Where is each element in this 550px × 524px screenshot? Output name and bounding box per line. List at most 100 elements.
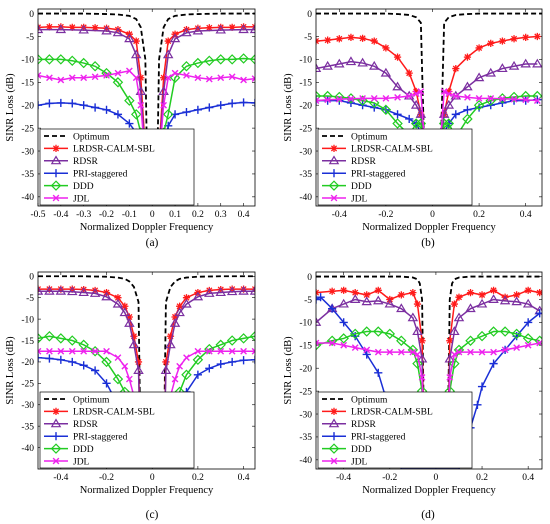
y-axis-label: SINR Loss (dB) [5, 336, 16, 405]
data-point [194, 347, 202, 355]
panel-caption: (b) [421, 237, 435, 249]
data-point [452, 64, 460, 73]
legend-box [39, 391, 195, 469]
legend-label: Optimum [351, 395, 388, 405]
data-point [239, 23, 248, 31]
data-point [204, 343, 215, 355]
data-point [160, 74, 168, 82]
data-point [166, 332, 175, 340]
data-point [164, 37, 172, 45]
data-point [181, 298, 192, 308]
data-point [335, 35, 343, 43]
data-point [91, 347, 99, 355]
data-point [501, 346, 509, 354]
data-point [101, 356, 112, 368]
y-tick-label: -5 [26, 294, 34, 304]
data-point [216, 101, 225, 110]
plot-frame [37, 8, 256, 207]
legend-label: PRI-staggered [73, 433, 128, 443]
data-point [228, 347, 236, 355]
data-point [89, 345, 101, 357]
data-point [215, 54, 226, 65]
legend-marker [50, 155, 62, 165]
data-point [249, 54, 255, 65]
data-point [57, 23, 65, 31]
data-point [124, 33, 135, 43]
data-point [192, 291, 204, 301]
data-point [450, 300, 458, 308]
data-point [338, 333, 349, 344]
data-point [79, 101, 88, 110]
data-point [217, 74, 225, 82]
x-tick-label: -0.2 [99, 210, 114, 220]
panel-caption: (d) [421, 509, 435, 521]
data-point [416, 353, 428, 363]
y-tick-label: 0 [307, 10, 312, 20]
data-point [446, 337, 454, 345]
data-point [392, 81, 403, 91]
data-point [68, 357, 77, 367]
data-point [380, 104, 392, 116]
y-tick-label: 0 [29, 10, 34, 20]
y-tick-label: -35 [21, 422, 34, 432]
data-point [524, 286, 532, 294]
data-point [133, 365, 144, 374]
data-point [160, 365, 172, 374]
data-point [351, 344, 359, 351]
legend-label: LRDSR-CALM-SBL [73, 145, 155, 155]
data-point [409, 289, 417, 297]
x-tick-label: 0.4 [522, 473, 534, 483]
data-point [443, 118, 455, 129]
y-tick-label: -35 [299, 433, 312, 443]
data-point [102, 24, 111, 32]
data-point [440, 88, 448, 95]
data-point [510, 35, 518, 43]
data-point [181, 61, 192, 72]
y-tick-label: -15 [21, 337, 34, 347]
data-point [215, 287, 226, 297]
data-point [413, 300, 422, 308]
data-point [176, 302, 184, 310]
data-point [205, 24, 213, 32]
data-point [78, 339, 89, 351]
data-point [397, 348, 405, 356]
data-point [498, 37, 506, 45]
data-point [508, 91, 520, 103]
data-point [524, 318, 533, 327]
data-point [358, 34, 367, 42]
data-point [392, 118, 403, 129]
data-point [349, 328, 361, 340]
data-point [171, 69, 179, 77]
legend-marker [52, 144, 60, 152]
data-point [455, 348, 463, 356]
data-point [396, 303, 407, 313]
data-point [130, 332, 138, 340]
data-point [405, 69, 413, 77]
data-point [316, 90, 322, 102]
data-point [228, 99, 237, 108]
data-point [396, 335, 407, 346]
data-point [78, 287, 89, 297]
data-point [125, 375, 133, 383]
data-point [489, 286, 498, 294]
y-tick-label: -5 [26, 33, 34, 43]
legend-box [39, 128, 195, 206]
y-tick-label: -20 [299, 365, 312, 375]
legend-label: DDD [73, 182, 94, 192]
data-point [522, 333, 534, 344]
data-point [414, 351, 421, 358]
data-point [475, 44, 483, 52]
data-point [324, 36, 332, 44]
data-point [130, 109, 142, 120]
legend-marker [329, 432, 339, 441]
y-tick-label: -15 [299, 342, 312, 352]
legend-label: PRI-staggered [351, 433, 406, 443]
data-point [238, 333, 249, 344]
data-point [38, 347, 42, 355]
data-point [121, 302, 129, 310]
y-tick-label: -40 [299, 456, 312, 466]
x-tick-label: -0.1 [122, 210, 137, 220]
data-point [497, 93, 508, 104]
data-point [103, 347, 110, 355]
data-point [137, 74, 145, 82]
